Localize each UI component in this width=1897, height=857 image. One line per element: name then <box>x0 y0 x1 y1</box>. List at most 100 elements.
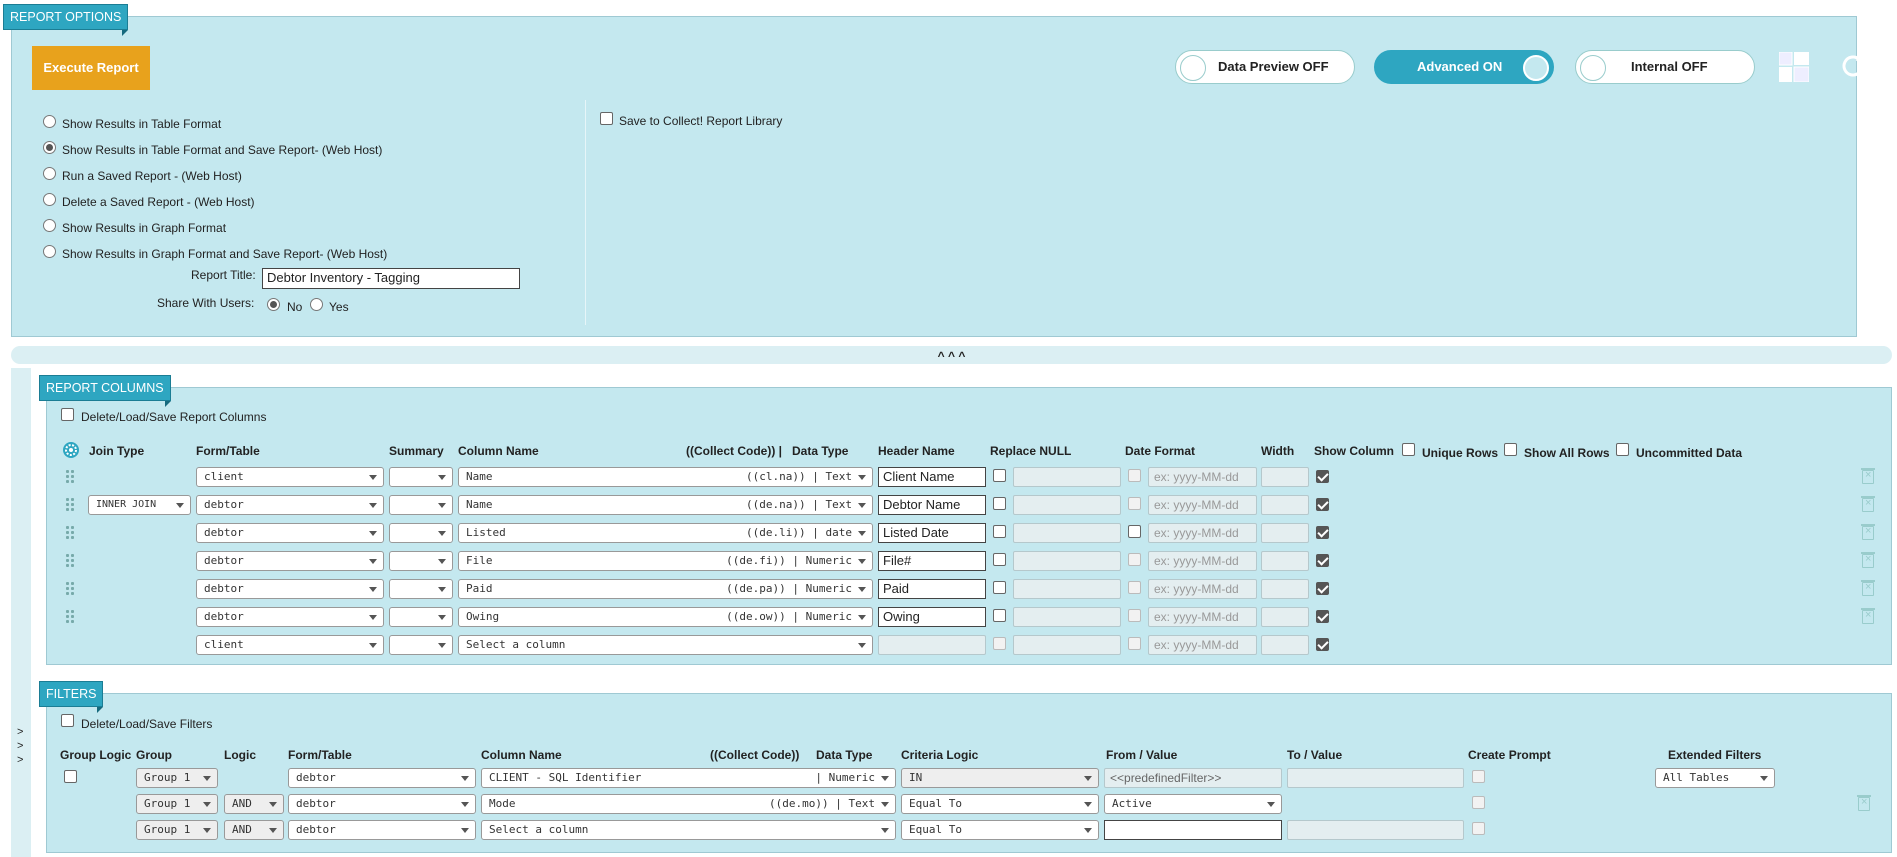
create-prompt-checkbox[interactable] <box>1472 822 1485 835</box>
summary-select[interactable] <box>389 635 453 655</box>
report-mode-radio[interactable] <box>43 167 56 180</box>
share-yes-radio[interactable] <box>310 298 323 311</box>
summary-select[interactable] <box>389 607 453 627</box>
column-name-select[interactable]: CLIENT - SQL Identifier | Numeric <box>481 768 896 788</box>
report-mode-radio[interactable] <box>43 115 56 128</box>
execute-report-button[interactable]: Execute Report <box>32 46 150 90</box>
summary-select[interactable] <box>389 467 453 487</box>
column-name-select[interactable]: Select a column <box>481 820 896 840</box>
side-arrows[interactable]: > > > <box>17 725 27 767</box>
create-prompt-checkbox[interactable] <box>1472 796 1485 809</box>
form-table-select[interactable]: debtor <box>196 579 384 599</box>
extended-filters-select[interactable]: All Tables <box>1655 768 1775 788</box>
join-type-select[interactable]: INNER JOIN <box>88 495 191 515</box>
logic-select[interactable]: AND <box>224 820 284 840</box>
date-format-checkbox[interactable] <box>1128 525 1141 538</box>
drag-handle-icon[interactable] <box>66 498 77 512</box>
refresh-icon[interactable] <box>1838 51 1868 81</box>
column-name-select[interactable]: Paid ((de.pa)) | Numeric <box>458 579 873 599</box>
form-table-select[interactable]: debtor <box>196 523 384 543</box>
group-select[interactable]: Group 1 <box>136 794 218 814</box>
column-name-select[interactable]: Name ((de.na)) | Text <box>458 495 873 515</box>
show-all-rows-checkbox[interactable] <box>1504 443 1517 456</box>
report-mode-radio[interactable] <box>43 219 56 232</box>
layout-grid-icon[interactable] <box>1778 51 1810 83</box>
group-logic-checkbox[interactable] <box>64 770 77 783</box>
delete-row-icon[interactable] <box>1861 496 1875 512</box>
date-format-checkbox[interactable] <box>1128 553 1141 566</box>
date-format-checkbox[interactable] <box>1128 581 1141 594</box>
summary-select[interactable] <box>389 579 453 599</box>
form-table-select[interactable]: debtor <box>288 820 476 840</box>
form-table-select[interactable]: client <box>196 635 384 655</box>
delete-row-icon[interactable] <box>1861 524 1875 540</box>
date-format-checkbox[interactable] <box>1128 609 1141 622</box>
replace-null-checkbox[interactable] <box>993 637 1006 650</box>
summary-select[interactable] <box>389 495 453 515</box>
header-name-input[interactable]: Owing <box>878 607 986 627</box>
criteria-logic-select[interactable]: Equal To <box>901 820 1099 840</box>
summary-select[interactable] <box>389 551 453 571</box>
show-column-checkbox[interactable] <box>1316 554 1329 567</box>
date-format-checkbox[interactable] <box>1128 637 1141 650</box>
criteria-logic-select[interactable]: IN <box>901 768 1099 788</box>
delete-row-icon[interactable] <box>1861 468 1875 484</box>
column-name-select[interactable]: Listed ((de.li)) | date <box>458 523 873 543</box>
unique-rows-checkbox[interactable] <box>1402 443 1415 456</box>
advanced-toggle[interactable]: Advanced ON <box>1374 50 1554 84</box>
header-name-input[interactable]: Client Name <box>878 467 986 487</box>
column-name-select[interactable]: Owing ((de.ow)) | Numeric <box>458 607 873 627</box>
group-select[interactable]: Group 1 <box>136 820 218 840</box>
from-value-select[interactable]: Active <box>1104 794 1282 814</box>
internal-toggle[interactable]: Internal OFF <box>1575 50 1755 84</box>
data-preview-toggle[interactable]: Data Preview OFF <box>1175 50 1355 84</box>
report-mode-radio[interactable] <box>43 245 56 258</box>
from-value-input[interactable] <box>1104 820 1282 840</box>
show-column-checkbox[interactable] <box>1316 582 1329 595</box>
replace-null-checkbox[interactable] <box>993 497 1006 510</box>
replace-null-checkbox[interactable] <box>993 609 1006 622</box>
date-format-checkbox[interactable] <box>1128 469 1141 482</box>
header-name-input[interactable]: Listed Date <box>878 523 986 543</box>
settings-gear-icon[interactable] <box>62 441 80 459</box>
form-table-select[interactable]: debtor <box>288 768 476 788</box>
drag-handle-icon[interactable] <box>66 554 77 568</box>
show-column-checkbox[interactable] <box>1316 470 1329 483</box>
collapse-bar[interactable]: ^ ^ ^ <box>11 346 1892 364</box>
column-name-select[interactable]: Name ((cl.na)) | Text <box>458 467 873 487</box>
show-column-checkbox[interactable] <box>1316 610 1329 623</box>
delete-row-icon[interactable] <box>1861 608 1875 624</box>
date-format-checkbox[interactable] <box>1128 497 1141 510</box>
column-name-select[interactable]: File ((de.fi)) | Numeric <box>458 551 873 571</box>
form-table-select[interactable]: client <box>196 467 384 487</box>
column-name-select[interactable]: Mode ((de.mo)) | Text <box>481 794 896 814</box>
replace-null-checkbox[interactable] <box>993 469 1006 482</box>
criteria-logic-select[interactable]: Equal To <box>901 794 1099 814</box>
share-no-radio[interactable] <box>267 298 280 311</box>
summary-select[interactable] <box>389 523 453 543</box>
header-name-input[interactable]: File# <box>878 551 986 571</box>
drag-handle-icon[interactable] <box>66 526 77 540</box>
form-table-select[interactable]: debtor <box>288 794 476 814</box>
header-name-input[interactable]: Debtor Name <box>878 495 986 515</box>
group-select[interactable]: Group 1 <box>136 768 218 788</box>
report-mode-radio[interactable] <box>43 193 56 206</box>
delete-row-icon[interactable] <box>1861 580 1875 596</box>
delete-load-save-filters-checkbox[interactable] <box>61 714 74 727</box>
header-name-input[interactable] <box>878 635 986 655</box>
drag-handle-icon[interactable] <box>66 582 77 596</box>
replace-null-checkbox[interactable] <box>993 525 1006 538</box>
delete-load-save-columns-checkbox[interactable] <box>61 408 74 421</box>
form-table-select[interactable]: debtor <box>196 551 384 571</box>
replace-null-checkbox[interactable] <box>993 581 1006 594</box>
delete-row-icon[interactable] <box>1861 552 1875 568</box>
form-table-select[interactable]: debtor <box>196 607 384 627</box>
replace-null-checkbox[interactable] <box>993 553 1006 566</box>
show-column-checkbox[interactable] <box>1316 638 1329 651</box>
create-prompt-checkbox[interactable] <box>1472 770 1485 783</box>
delete-filter-icon[interactable] <box>1857 795 1871 811</box>
header-name-input[interactable]: Paid <box>878 579 986 599</box>
report-title-input[interactable]: Debtor Inventory - Tagging <box>262 268 520 289</box>
logic-select[interactable]: AND <box>224 794 284 814</box>
drag-handle-icon[interactable] <box>66 610 77 624</box>
